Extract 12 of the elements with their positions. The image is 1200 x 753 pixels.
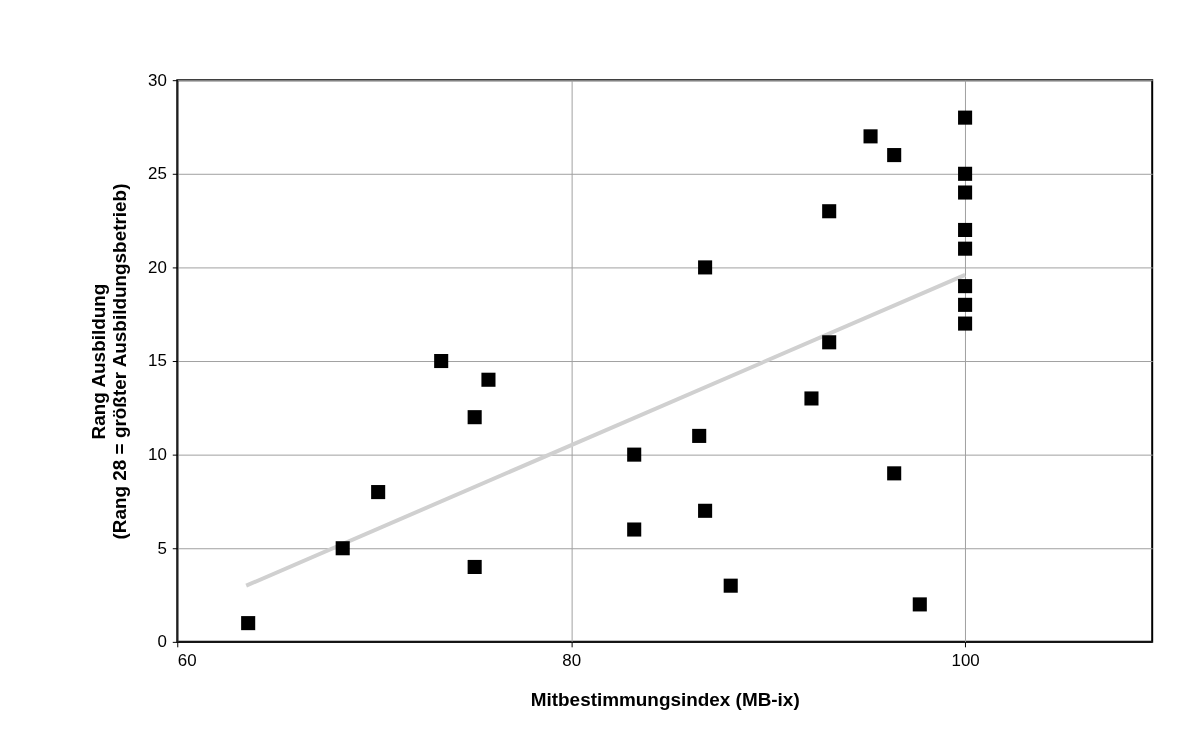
y-tick-label: 10 xyxy=(147,445,167,465)
y-tick-label: 15 xyxy=(147,351,167,371)
y-axis-title: Rang Ausbildung (Rang 28 = größter Ausbildungsbetrieb) xyxy=(88,183,131,540)
x-tick-label: 60 xyxy=(177,651,197,671)
y-tick-label: 20 xyxy=(147,257,167,277)
y-tick-label: 30 xyxy=(147,70,167,90)
x-axis-title: Mitbestimmungsindex (MB-ix) xyxy=(530,689,800,711)
y-tick-label: 0 xyxy=(157,632,167,652)
y-tick-label: 5 xyxy=(157,538,167,558)
y-tick-label: 25 xyxy=(147,164,167,184)
x-tick-label: 100 xyxy=(951,651,980,671)
x-tick-label: 80 xyxy=(562,651,582,671)
